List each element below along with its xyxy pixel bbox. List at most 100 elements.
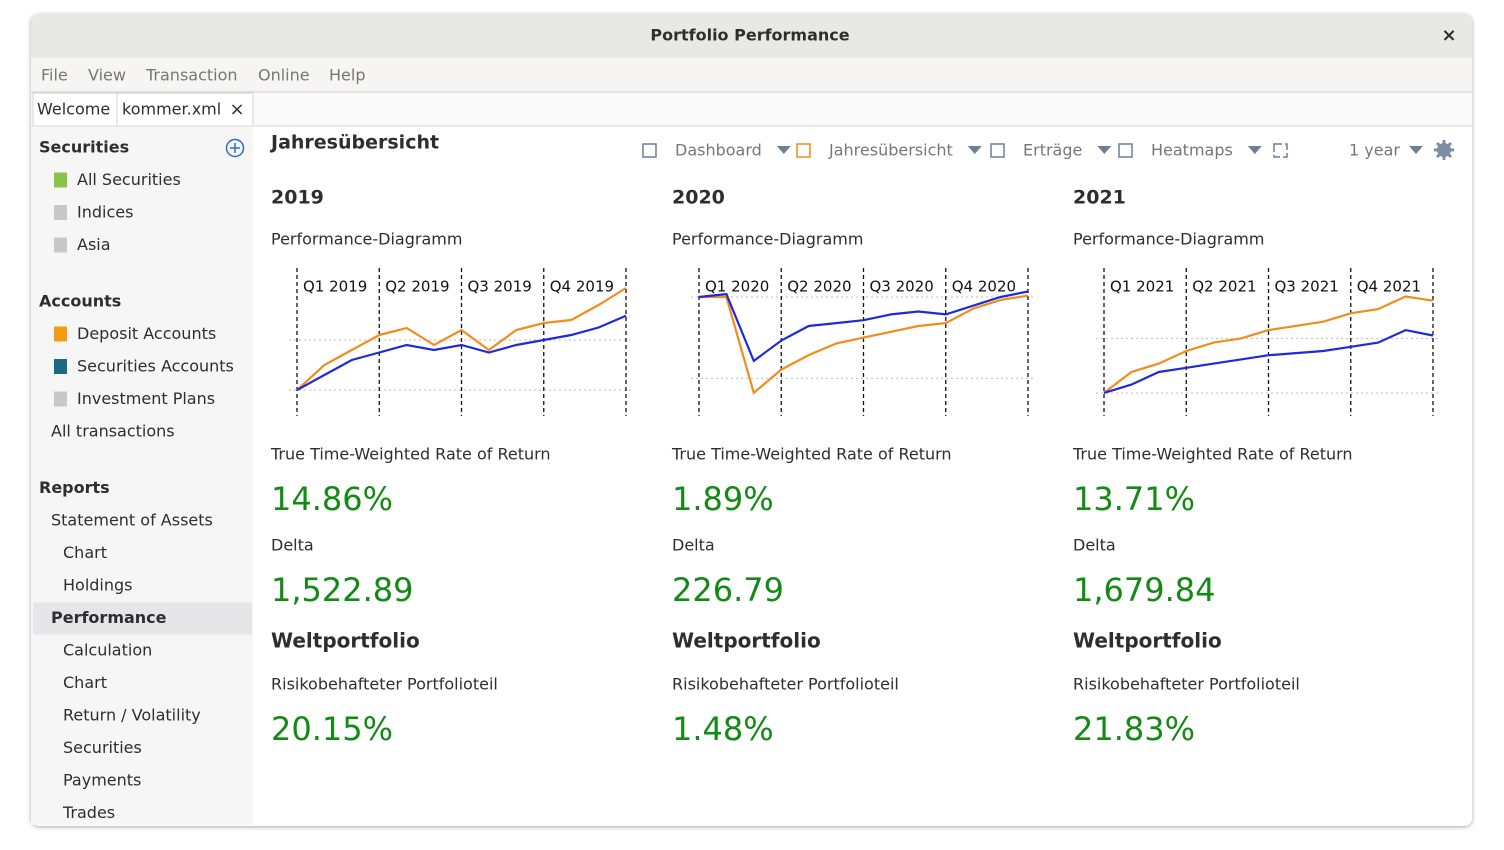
quarter-label: Q3 2021 [1275, 278, 1339, 296]
metric-value: 1.89% [672, 480, 774, 518]
metric-value: 1,679.84 [1073, 571, 1216, 609]
quarter-label: Q3 2020 [870, 278, 934, 296]
view-tab[interactable]: Erträge [1023, 141, 1082, 160]
menu-item[interactable]: Transaction [145, 66, 238, 85]
sidebar [31, 127, 253, 825]
dropdown-arrow[interactable] [967, 146, 982, 154]
tab-label[interactable]: Welcome [37, 100, 110, 119]
sidebar-item[interactable]: Statement of Assets [51, 511, 213, 530]
view-icon[interactable] [990, 143, 1005, 158]
chart-title: Performance-Diagramm [1073, 230, 1264, 249]
performance-line [1103, 328, 1434, 394]
performance-line [1103, 295, 1434, 394]
add-icon[interactable] [225, 138, 245, 158]
item-icon [54, 359, 67, 374]
window [31, 14, 1472, 826]
metric-value: 14.86% [271, 480, 393, 518]
dropdown-arrow[interactable] [776, 146, 791, 154]
year-heading: 2020 [672, 187, 725, 209]
tab[interactable] [116, 92, 254, 127]
menu-item[interactable]: File [41, 66, 68, 85]
item-icon [54, 172, 67, 188]
view-icon[interactable] [642, 143, 657, 158]
close-button[interactable]: × [1441, 25, 1456, 46]
chart-title: Performance-Diagramm [672, 230, 863, 249]
group-heading: Weltportfolio [672, 629, 821, 653]
quarter-label: Q1 2020 [705, 278, 769, 296]
sidebar-heading: Securities [39, 138, 129, 157]
metric-value: 13.71% [1073, 480, 1195, 518]
menu-bar [31, 58, 1472, 92]
sidebar-heading: Reports [39, 478, 110, 497]
year-heading: 2019 [271, 187, 324, 209]
sidebar-item[interactable]: Payments [63, 771, 141, 790]
sidebar-item[interactable]: Chart [63, 543, 107, 562]
metric-value: 1.48% [672, 710, 774, 748]
sidebar-item[interactable]: Asia [77, 235, 111, 254]
metric-label: Risikobehafteter Portfolioteil [271, 675, 498, 694]
sidebar-item[interactable]: Investment Plans [77, 389, 215, 408]
title-bar [31, 14, 1472, 58]
view-tab[interactable]: Jahresübersicht [828, 141, 953, 160]
tab[interactable] [32, 92, 118, 127]
settings-icon[interactable] [1434, 140, 1454, 160]
dropdown-arrow[interactable] [1409, 146, 1423, 154]
period-selector[interactable]: 1 year [1349, 141, 1400, 160]
tab-label[interactable]: kommer.xml [122, 100, 221, 119]
menu-item[interactable]: View [88, 66, 126, 85]
view-icon[interactable] [796, 143, 811, 158]
year-heading: 2021 [1073, 187, 1126, 209]
metric-label: Delta [271, 536, 314, 555]
metric-value: 1,522.89 [271, 571, 414, 609]
dropdown-arrow[interactable] [1097, 146, 1112, 154]
view-tab[interactable]: Dashboard [675, 141, 762, 160]
view-tab[interactable]: Heatmaps [1151, 141, 1233, 160]
menu-item[interactable]: Online [258, 66, 310, 85]
sidebar-item[interactable]: Holdings [63, 576, 133, 595]
sidebar-item[interactable]: All transactions [51, 422, 175, 441]
metric-label: Risikobehafteter Portfolioteil [1073, 675, 1300, 694]
performance-line [698, 290, 1029, 363]
metric-value: 226.79 [672, 571, 784, 609]
metric-label: True Time-Weighted Rate of Return [1072, 445, 1353, 464]
view-icon[interactable] [1118, 143, 1133, 158]
quarter-label: Q2 2019 [385, 278, 449, 296]
item-icon [54, 326, 67, 342]
tab-close[interactable]: × [229, 99, 244, 120]
window-title: Portfolio Performance [650, 26, 849, 45]
quarter-label: Q4 2020 [952, 278, 1016, 296]
sidebar-item[interactable]: Calculation [63, 641, 152, 660]
metric-label: True Time-Weighted Rate of Return [671, 445, 952, 464]
quarter-label: Q1 2021 [1110, 278, 1174, 296]
sidebar-item[interactable]: Securities Accounts [77, 357, 234, 376]
quarter-label: Q2 2021 [1192, 278, 1256, 296]
quarter-label: Q4 2021 [1357, 278, 1421, 296]
sidebar-item[interactable]: All Securities [77, 170, 181, 189]
page-heading: Jahresübersicht [269, 132, 439, 154]
sidebar-item[interactable]: Return / Volatility [63, 706, 201, 725]
new-view-icon[interactable] [1273, 143, 1288, 158]
sidebar-item[interactable]: Deposit Accounts [77, 324, 216, 343]
sidebar-item[interactable]: Indices [77, 203, 133, 222]
group-heading: Weltportfolio [271, 629, 420, 653]
sidebar-item[interactable]: Trades [62, 803, 115, 822]
performance-line [699, 294, 1029, 395]
quarter-label: Q1 2019 [303, 278, 367, 296]
performance-line [296, 314, 627, 391]
sidebar-item[interactable]: Performance [51, 608, 167, 627]
dropdown-arrow[interactable] [1247, 146, 1262, 154]
menu-item[interactable]: Help [329, 66, 365, 85]
metric-label: Delta [672, 536, 715, 555]
sidebar-item[interactable]: Securities [63, 738, 142, 757]
sidebar-item[interactable]: Chart [63, 673, 107, 692]
chart-title: Performance-Diagramm [271, 230, 462, 249]
metric-label: Risikobehafteter Portfolioteil [672, 675, 899, 694]
tab-bar [31, 93, 1472, 126]
selection [33, 602, 252, 635]
metric-value: 21.83% [1073, 710, 1195, 748]
metric-label: True Time-Weighted Rate of Return [270, 445, 551, 464]
item-icon [54, 391, 67, 407]
item-icon [54, 205, 67, 220]
metric-label: Delta [1073, 536, 1116, 555]
